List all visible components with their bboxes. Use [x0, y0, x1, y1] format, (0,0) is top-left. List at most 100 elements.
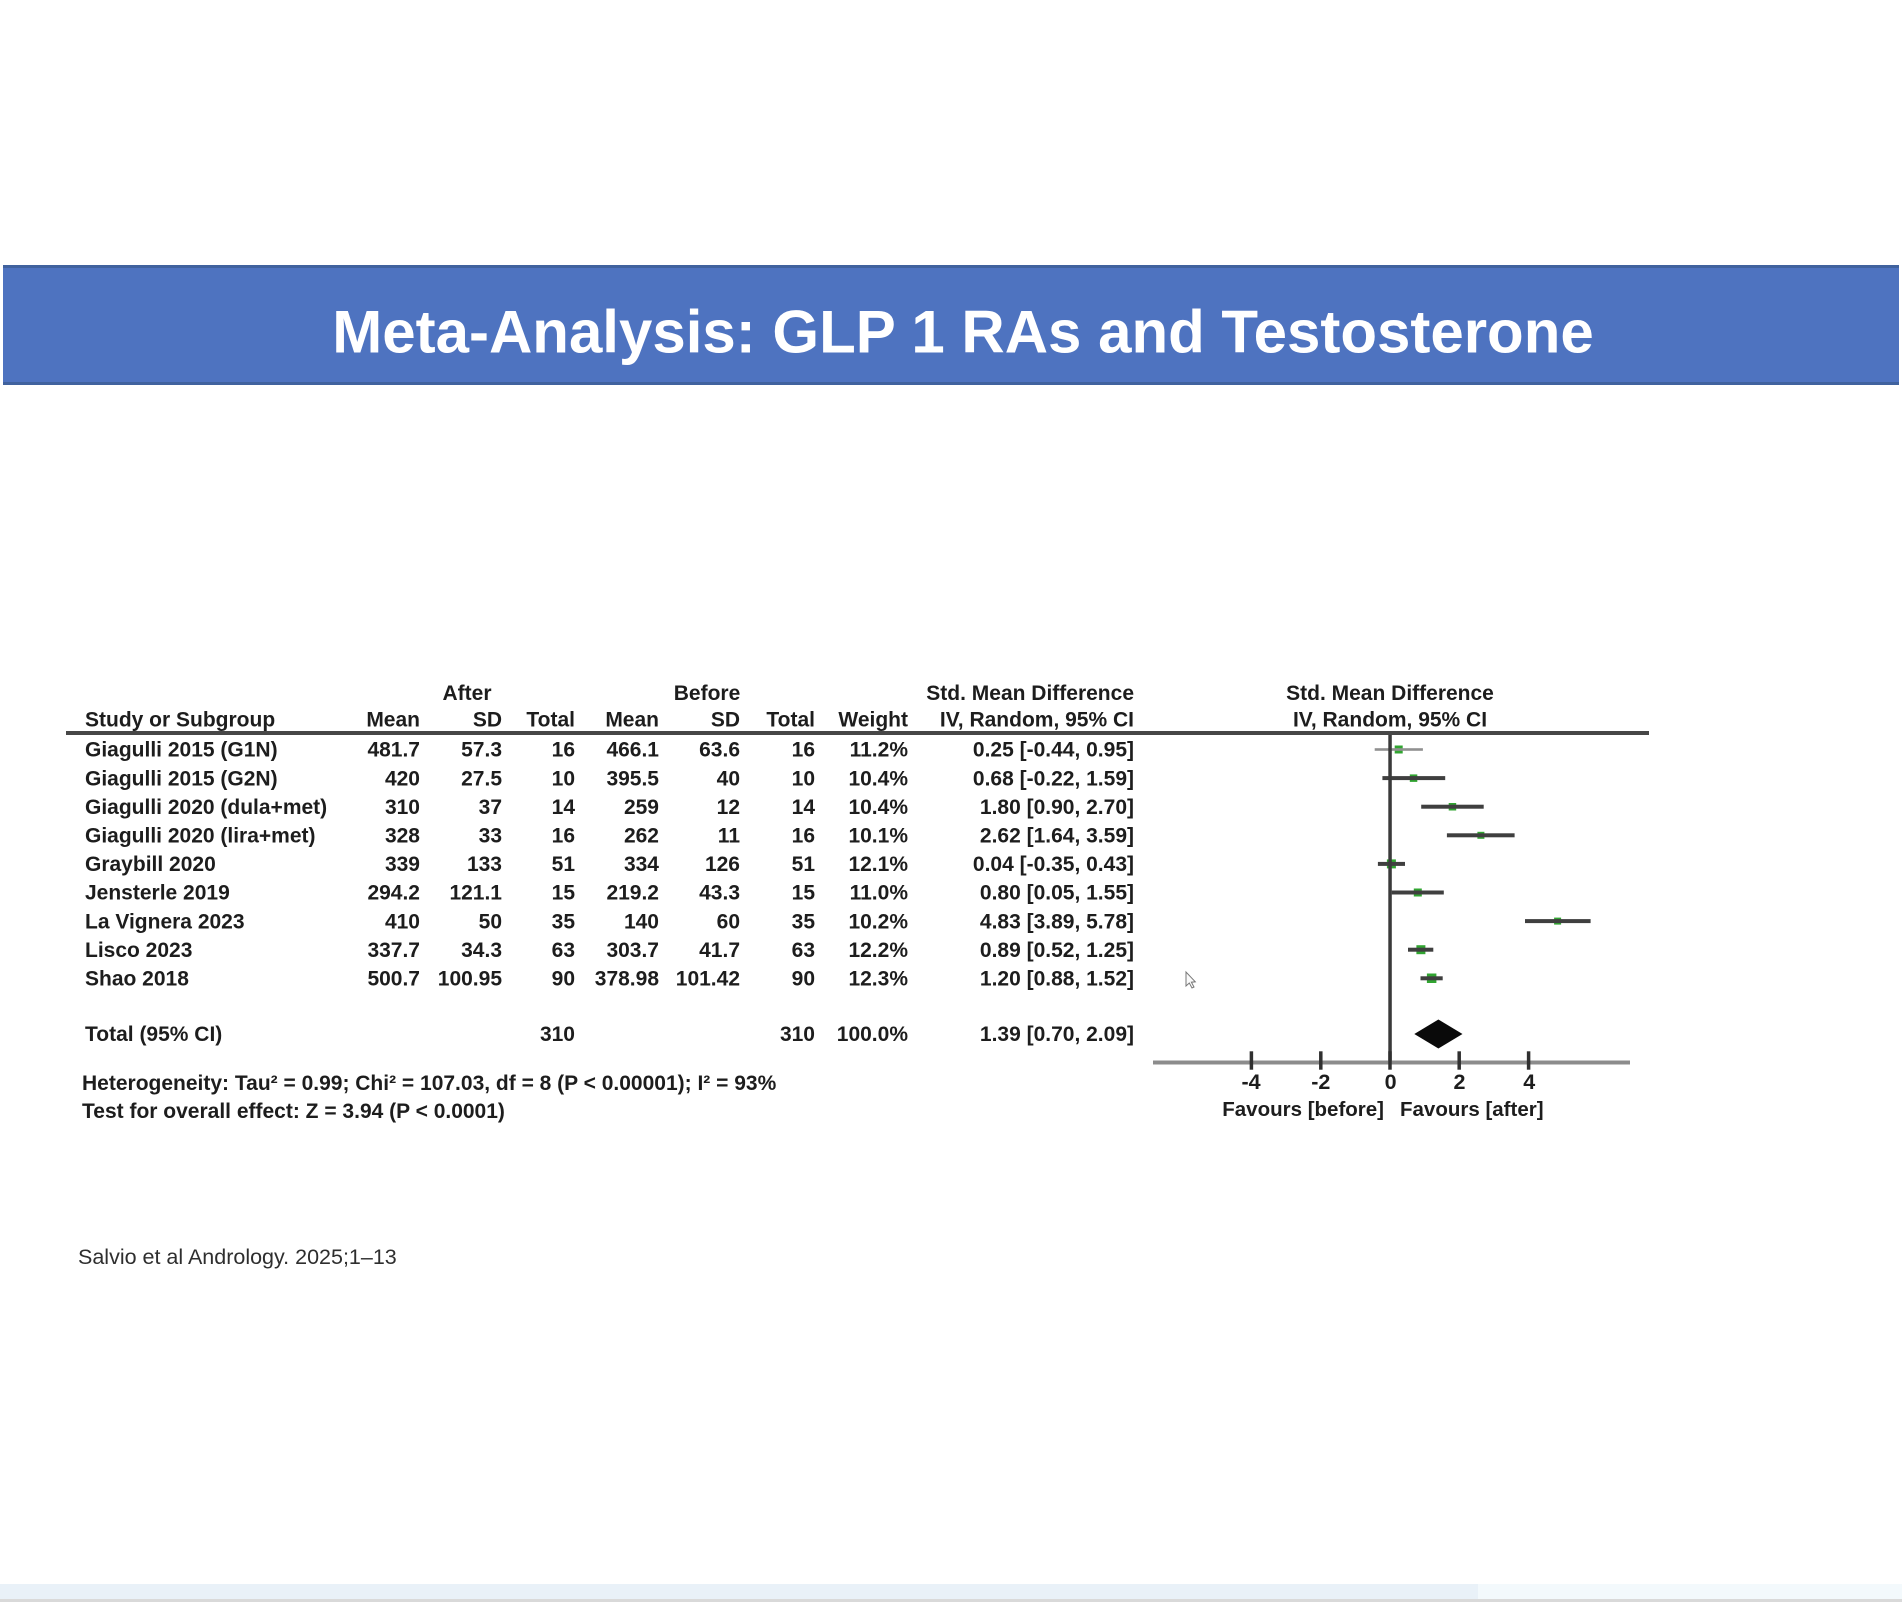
svg-text:IV, Random, 95% CI: IV, Random, 95% CI	[940, 709, 1134, 732]
svg-text:15: 15	[792, 882, 816, 905]
svg-text:500.7: 500.7	[367, 968, 420, 991]
svg-text:35: 35	[552, 910, 576, 933]
svg-text:63.6: 63.6	[699, 739, 740, 762]
svg-text:Test for overall effect: Z = 3: Test for overall effect: Z = 3.94 (P < 0…	[82, 1100, 505, 1123]
svg-text:Graybill 2020: Graybill 2020	[85, 853, 216, 876]
svg-text:101.42: 101.42	[676, 968, 740, 991]
svg-text:310: 310	[780, 1023, 815, 1046]
svg-text:12: 12	[717, 796, 740, 819]
svg-text:339: 339	[385, 853, 420, 876]
svg-text:63: 63	[792, 939, 815, 962]
svg-text:262: 262	[624, 825, 659, 848]
svg-text:Total: Total	[526, 709, 575, 732]
svg-text:1.39 [0.70, 2.09]: 1.39 [0.70, 2.09]	[980, 1023, 1134, 1046]
svg-text:466.1: 466.1	[606, 739, 659, 762]
svg-text:37: 37	[479, 796, 502, 819]
svg-text:12.3%: 12.3%	[848, 968, 908, 991]
svg-text:337.7: 337.7	[367, 939, 420, 962]
svg-text:IV, Random, 95% CI: IV, Random, 95% CI	[1293, 709, 1487, 732]
svg-text:90: 90	[552, 968, 575, 991]
svg-text:420: 420	[385, 767, 420, 790]
svg-text:15: 15	[552, 882, 576, 905]
svg-text:Giagulli 2020 (dula+met): Giagulli 2020 (dula+met)	[85, 796, 327, 819]
svg-text:Giagulli 2015 (G2N): Giagulli 2015 (G2N)	[85, 767, 278, 790]
svg-text:Meta-Analysis: GLP 1 RAs and T: Meta-Analysis: GLP 1 RAs and Testosteron…	[332, 299, 1593, 366]
svg-text:0.80 [0.05, 1.55]: 0.80 [0.05, 1.55]	[980, 882, 1134, 905]
svg-text:10.1%: 10.1%	[848, 825, 908, 848]
svg-text:259: 259	[624, 796, 659, 819]
svg-text:4.83 [3.89, 5.78]: 4.83 [3.89, 5.78]	[980, 910, 1134, 933]
svg-text:11: 11	[718, 825, 741, 848]
svg-text:334: 334	[624, 853, 659, 876]
svg-text:10: 10	[552, 767, 575, 790]
svg-text:Std. Mean Difference: Std. Mean Difference	[1286, 682, 1494, 705]
svg-text:51: 51	[792, 853, 816, 876]
svg-text:126: 126	[705, 853, 740, 876]
svg-text:Favours [before]: Favours [before]	[1222, 1098, 1384, 1121]
svg-text:After: After	[442, 682, 491, 705]
svg-text:Salvio et al Andrology. 2025;1: Salvio et al Andrology. 2025;1–13	[78, 1245, 397, 1269]
svg-text:Shao 2018: Shao 2018	[85, 968, 189, 991]
svg-text:Study or Subgroup: Study or Subgroup	[85, 709, 275, 732]
svg-text:294.2: 294.2	[367, 882, 420, 905]
svg-text:51: 51	[552, 853, 576, 876]
svg-text:35: 35	[792, 910, 816, 933]
svg-text:140: 140	[624, 910, 659, 933]
svg-text:Giagulli 2020 (lira+met): Giagulli 2020 (lira+met)	[85, 825, 316, 848]
svg-text:0.04 [-0.35, 0.43]: 0.04 [-0.35, 0.43]	[973, 853, 1134, 876]
svg-text:1.80 [0.90, 2.70]: 1.80 [0.90, 2.70]	[980, 796, 1134, 819]
svg-text:10.2%: 10.2%	[848, 910, 908, 933]
svg-text:-4: -4	[1241, 1070, 1260, 1094]
svg-text:16: 16	[792, 739, 815, 762]
svg-text:11.0%: 11.0%	[850, 882, 909, 905]
svg-text:43.3: 43.3	[699, 882, 740, 905]
svg-text:Heterogeneity: Tau² = 0.99; Ch: Heterogeneity: Tau² = 0.99; Chi² = 107.0…	[82, 1072, 777, 1095]
svg-text:Giagulli 2015 (G1N): Giagulli 2015 (G1N)	[85, 739, 278, 762]
svg-text:0.89 [0.52, 1.25]: 0.89 [0.52, 1.25]	[980, 939, 1134, 962]
svg-text:328: 328	[385, 825, 420, 848]
svg-text:10: 10	[792, 767, 815, 790]
svg-text:Mean: Mean	[605, 709, 659, 732]
svg-text:57.3: 57.3	[461, 739, 502, 762]
svg-text:310: 310	[540, 1023, 575, 1046]
svg-text:14: 14	[552, 796, 576, 819]
svg-text:100.95: 100.95	[438, 968, 503, 991]
svg-text:16: 16	[792, 825, 815, 848]
svg-text:303.7: 303.7	[606, 939, 659, 962]
svg-text:2: 2	[1454, 1070, 1466, 1094]
svg-text:133: 133	[467, 853, 502, 876]
svg-text:-2: -2	[1311, 1070, 1330, 1094]
svg-text:0.68 [-0.22, 1.59]: 0.68 [-0.22, 1.59]	[973, 767, 1134, 790]
svg-text:10.4%: 10.4%	[848, 796, 908, 819]
svg-text:12.2%: 12.2%	[848, 939, 908, 962]
svg-text:50: 50	[479, 910, 502, 933]
svg-text:0: 0	[1385, 1070, 1397, 1094]
svg-text:SD: SD	[711, 709, 740, 732]
svg-text:14: 14	[792, 796, 816, 819]
svg-text:63: 63	[552, 939, 575, 962]
svg-text:2.62 [1.64, 3.59]: 2.62 [1.64, 3.59]	[980, 825, 1134, 848]
svg-text:Total (95% CI): Total (95% CI)	[85, 1023, 222, 1046]
svg-text:1.20 [0.88, 1.52]: 1.20 [0.88, 1.52]	[980, 968, 1134, 991]
svg-text:40: 40	[717, 767, 740, 790]
svg-text:0.25 [-0.44, 0.95]: 0.25 [-0.44, 0.95]	[973, 739, 1134, 762]
svg-text:34.3: 34.3	[461, 939, 502, 962]
svg-text:395.5: 395.5	[606, 767, 659, 790]
svg-text:Mean: Mean	[366, 709, 420, 732]
svg-text:Before: Before	[674, 682, 741, 705]
svg-text:10.4%: 10.4%	[848, 767, 908, 790]
svg-text:SD: SD	[473, 709, 502, 732]
svg-text:4: 4	[1523, 1070, 1535, 1094]
svg-text:Std. Mean Difference: Std. Mean Difference	[926, 682, 1134, 705]
svg-text:Weight: Weight	[838, 709, 908, 732]
svg-text:90: 90	[792, 968, 815, 991]
svg-text:Lisco 2023: Lisco 2023	[85, 939, 192, 962]
svg-text:310: 310	[385, 796, 420, 819]
svg-text:410: 410	[385, 910, 420, 933]
svg-text:11.2%: 11.2%	[850, 739, 909, 762]
svg-text:Total: Total	[766, 709, 815, 732]
svg-text:121.1: 121.1	[449, 882, 502, 905]
svg-text:16: 16	[552, 825, 575, 848]
svg-text:100.0%: 100.0%	[837, 1023, 909, 1046]
svg-text:378.98: 378.98	[595, 968, 660, 991]
